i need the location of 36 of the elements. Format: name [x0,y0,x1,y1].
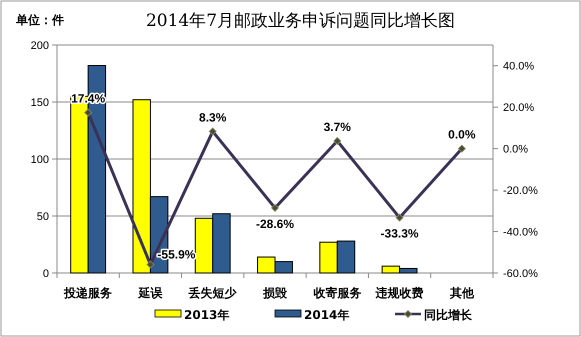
legend-label: 同比增长 [424,308,473,322]
chart-title: 2014年7月邮政业务申诉问题同比增长图 [146,11,456,31]
point [208,128,217,136]
y2-tick-label: -40.0% [503,226,538,239]
point [146,260,154,268]
point [333,137,342,145]
point [458,144,466,153]
y2-tick-label: 40.0% [503,60,534,73]
data-label: -28.6% [256,216,294,231]
y-tick-label: 150 [30,97,49,109]
legend-label: 2014年 [304,308,350,322]
y-tick-label: 100 [30,154,49,166]
data-label: 3.7% [324,120,352,134]
legend-label: 2013年 [184,308,230,322]
y-tick-label: 0 [42,268,49,280]
x-tick-label: 收寄服务 [313,286,362,300]
y2-tick-label: -20.0% [503,185,538,198]
x-tick-label: 丢失短少 [188,286,238,300]
x-tick-label: 延误 [137,286,164,300]
x-tick-label: 其他 [448,286,475,300]
point [271,204,279,212]
y2-tick-label: 0.0% [503,144,528,156]
data-label: 8.3% [199,110,227,124]
point [84,108,92,116]
x-tick-label: 损毁 [262,286,288,300]
data-label: 0.0% [448,128,476,142]
point [396,214,404,222]
y-tick-label: 200 [30,40,49,52]
y-tick-label: 50 [36,211,49,223]
data-label: 17.4% [71,92,106,106]
y2-tick-label: -60.0% [503,268,538,280]
text: 单位：件 [15,13,64,27]
x-tick-label: 投递服务 [63,286,112,300]
y2-tick-label: 20.0% [503,102,534,114]
x-tick-label: 违规收费 [374,286,424,300]
data-label: -33.3% [380,226,419,241]
